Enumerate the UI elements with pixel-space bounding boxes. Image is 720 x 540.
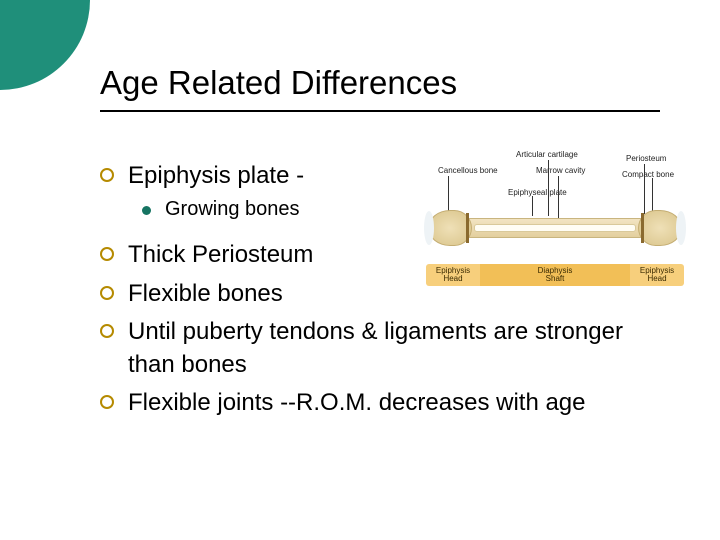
bullet-text: Epiphysis plate - <box>128 160 304 192</box>
dot-bullet-icon <box>142 206 151 215</box>
content-area: Epiphysis plate - Growing bones Thick Pe… <box>100 160 680 425</box>
sub-bullet-item: Growing bones <box>142 198 680 221</box>
bullet-item: Flexible bones <box>100 278 660 310</box>
ring-bullet-icon <box>100 168 114 182</box>
bullet-text: Thick Periosteum <box>128 239 313 271</box>
bullet-item: Epiphysis plate - <box>100 160 660 192</box>
bullet-text: Until puberty tendons & ligaments are st… <box>128 316 660 381</box>
sub-bullet-text: Growing bones <box>165 198 300 221</box>
bullet-text: Flexible bones <box>128 278 283 310</box>
ring-bullet-icon <box>100 286 114 300</box>
label-articular-cartilage: Articular cartilage <box>516 150 578 159</box>
bullet-item: Thick Periosteum <box>100 239 660 271</box>
corner-accent-arc <box>0 0 90 90</box>
bullet-item: Flexible joints --R.O.M. decreases with … <box>100 387 660 419</box>
bullet-text: Flexible joints --R.O.M. decreases with … <box>128 387 586 419</box>
ring-bullet-icon <box>100 395 114 409</box>
ring-bullet-icon <box>100 324 114 338</box>
ring-bullet-icon <box>100 247 114 261</box>
bullet-item: Until puberty tendons & ligaments are st… <box>100 316 660 381</box>
title-block: Age Related Differences <box>100 64 660 112</box>
slide-title: Age Related Differences <box>100 64 660 112</box>
